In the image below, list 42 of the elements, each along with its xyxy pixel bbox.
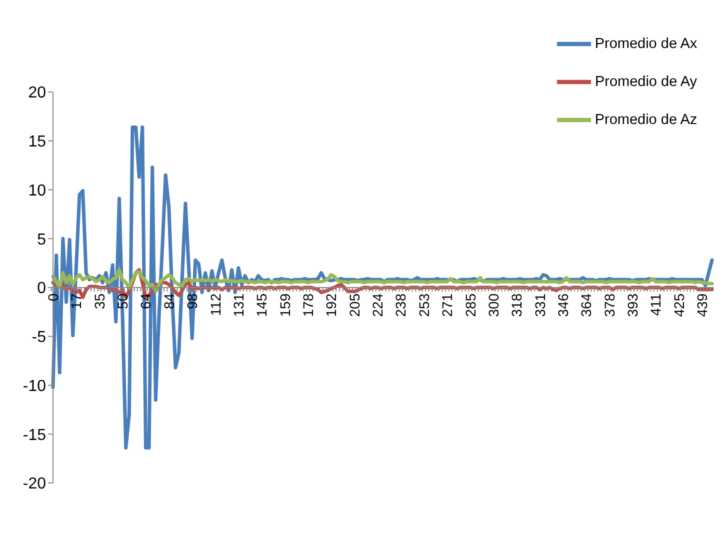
x-tick-label: 346 <box>554 293 571 317</box>
x-tick-label: 178 <box>300 293 316 317</box>
x-tick-label: 331 <box>532 293 548 317</box>
x-tick-label: 192 <box>323 293 340 317</box>
x-tick-label: 0 <box>45 293 61 302</box>
x-tick-label: 50 <box>114 293 131 310</box>
x-tick-label: 35 <box>91 293 108 310</box>
legend-label: Promedio de Az <box>594 112 698 128</box>
y-tick-label: -5 <box>32 329 46 346</box>
y-tick-label: -15 <box>22 426 46 444</box>
x-tick-label: 285 <box>462 293 478 317</box>
x-tick-label: 411 <box>648 293 664 316</box>
x-tick-label: 238 <box>392 293 409 317</box>
x-tick-label: 425 <box>670 293 687 317</box>
line-series <box>51 268 714 294</box>
x-tick-label: 300 <box>485 293 502 317</box>
x-tick-label: 145 <box>254 293 270 317</box>
x-tick-label: 378 <box>601 293 618 317</box>
x-tick-label: 205 <box>346 293 362 317</box>
y-tick-label: 0 <box>37 280 46 298</box>
x-tick-label: 112 <box>207 293 224 316</box>
x-tick-label: 131 <box>230 293 246 317</box>
x-tick-label: 159 <box>276 293 293 317</box>
y-tick-label: -20 <box>22 476 46 493</box>
legend-label: Promedio de Ax <box>594 36 698 52</box>
x-tick-label: 64 <box>138 293 154 310</box>
y-tick-label: -10 <box>22 378 46 395</box>
x-tick-label: 318 <box>508 293 525 317</box>
x-tick-label: 439 <box>694 293 710 317</box>
x-tick-label: 271 <box>439 293 456 317</box>
legend-label: Promedio de Ay <box>594 74 698 90</box>
y-tick-label: 20 <box>28 84 46 102</box>
x-tick-label: 224 <box>370 293 386 317</box>
x-tick-label: 393 <box>624 293 641 317</box>
x-tick-label: 364 <box>578 293 594 317</box>
y-tick-label: 5 <box>37 231 46 248</box>
x-tick-label: 17 <box>68 293 84 310</box>
x-tick-label: 84 <box>160 293 177 310</box>
x-tick-label: 253 <box>416 293 432 317</box>
y-tick-label: 10 <box>28 182 46 200</box>
x-tick-label: 98 <box>184 293 200 310</box>
y-tick-label: 15 <box>28 134 46 151</box>
